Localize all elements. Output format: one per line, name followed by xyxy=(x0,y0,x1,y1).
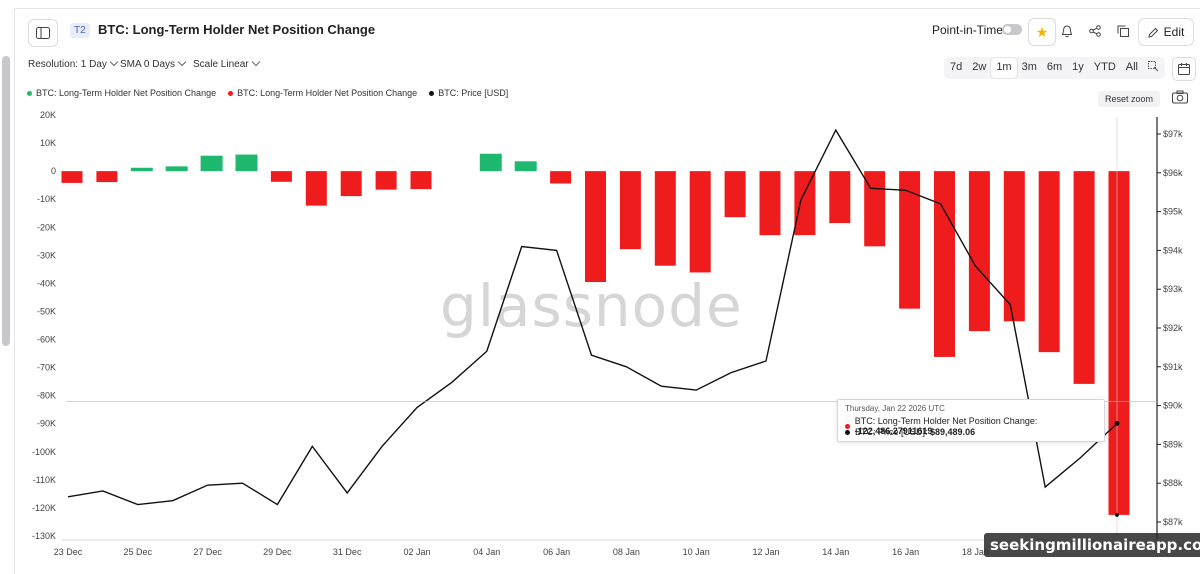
sidebar-toggle-button[interactable] xyxy=(28,19,58,47)
calendar-button[interactable] xyxy=(1172,57,1196,81)
chart-tooltip: Thursday, Jan 22 2026 UTC BTC: Long-Term… xyxy=(837,399,1105,442)
tooltip-row-net-position: BTC: Long-Term Holder Net Position Chang… xyxy=(845,416,1104,436)
scale-dropdown[interactable]: Scale Linear xyxy=(193,57,260,70)
zoom-select-icon xyxy=(1148,61,1159,72)
scale-value: Scale Linear xyxy=(193,59,249,70)
calendar-icon xyxy=(1178,63,1190,75)
resolution-dropdown[interactable]: Resolution: 1 Day xyxy=(28,57,119,70)
range-6m[interactable]: 6m xyxy=(1046,61,1063,73)
sidebar-icon xyxy=(36,27,50,39)
legend-dot xyxy=(429,90,435,96)
edit-label: Edit xyxy=(1163,25,1185,39)
copy-icon xyxy=(1117,25,1129,37)
legend-dot xyxy=(27,90,32,96)
tooltip-label: BTC: Long-Term Holder Net Position Chang… xyxy=(854,416,1038,426)
star-icon: ★ xyxy=(1035,23,1049,40)
tooltip-dot xyxy=(845,429,850,435)
tooltip-label: BTC: Price [USD]: xyxy=(855,427,928,437)
chevron-down-icon xyxy=(251,57,260,67)
bell-icon xyxy=(1061,24,1073,37)
range-2w[interactable]: 2w xyxy=(972,61,987,73)
panel-header: T2 BTC: Long-Term Holder Net Position Ch… xyxy=(15,9,1200,53)
time-range-selector: 7d 2w 1m 3m 6m 1y YTD All xyxy=(944,57,1166,79)
chart-legend: BTC: Long-Term Holder Net Position Chang… xyxy=(27,88,508,98)
camera-icon[interactable] xyxy=(1171,89,1189,105)
pencil-icon xyxy=(1148,27,1158,38)
legend-item-net-position[interactable]: BTC: Long-Term Holder Net Position Chang… xyxy=(27,88,216,98)
tooltip-value: -122,486.27911619 xyxy=(854,426,933,436)
edit-button[interactable]: Edit xyxy=(1138,18,1194,46)
chevron-down-icon xyxy=(109,57,119,67)
legend-label: BTC: Price [USD] xyxy=(438,88,509,98)
share-icon xyxy=(1089,25,1101,37)
legend-label: BTC: Long-Term Holder Net Position Chang… xyxy=(237,88,418,98)
point-in-time-label: Point-in-Time xyxy=(932,23,1003,37)
legend-item-net-position-negative[interactable]: BTC: Long-Term Holder Net Position Chang… xyxy=(228,88,417,98)
chevron-down-icon xyxy=(177,57,187,67)
copy-button[interactable] xyxy=(1110,18,1136,44)
sma-value: SMA 0 Days xyxy=(120,59,176,70)
glassnode-watermark: glassnode xyxy=(440,272,743,340)
range-1y[interactable]: 1y xyxy=(1072,61,1084,73)
share-button[interactable] xyxy=(1082,18,1108,44)
alert-button[interactable] xyxy=(1054,18,1080,44)
sma-dropdown[interactable]: SMA 0 Days xyxy=(120,57,187,70)
range-7d[interactable]: 7d xyxy=(950,61,963,73)
chart-controls: Resolution: 1 Day SMA 0 Days Scale Linea… xyxy=(15,55,1200,81)
range-all[interactable]: All xyxy=(1125,61,1139,73)
range-ytd[interactable]: YTD xyxy=(1093,61,1116,73)
point-in-time-toggle[interactable] xyxy=(1002,24,1022,35)
favorite-button[interactable]: ★ xyxy=(1028,18,1056,46)
tooltip-value: $89,489.06 xyxy=(930,427,976,437)
source-credit: seekingmillionaireapp.com xyxy=(984,533,1200,557)
zoom-select-button[interactable] xyxy=(1143,58,1164,78)
left-scrollbar[interactable] xyxy=(2,56,10,346)
reset-zoom-button[interactable]: Reset zoom xyxy=(1098,91,1161,107)
legend-label: BTC: Long-Term Holder Net Position Chang… xyxy=(36,88,217,98)
tooltip-dot xyxy=(845,423,850,429)
range-1m[interactable]: 1m xyxy=(991,58,1017,78)
legend-item-price[interactable]: BTC: Price [USD] xyxy=(429,88,508,98)
resolution-value: Resolution: 1 Day xyxy=(28,59,107,70)
range-3m[interactable]: 3m xyxy=(1021,61,1037,73)
page-title: BTC: Long-Term Holder Net Position Chang… xyxy=(98,22,376,37)
legend-dot xyxy=(228,90,234,96)
tooltip-row-price: BTC: Price [USD]: $89,489.06 xyxy=(845,427,975,437)
tooltip-date: Thursday, Jan 22 2026 UTC xyxy=(845,404,945,413)
tier-badge: T2 xyxy=(70,23,90,38)
